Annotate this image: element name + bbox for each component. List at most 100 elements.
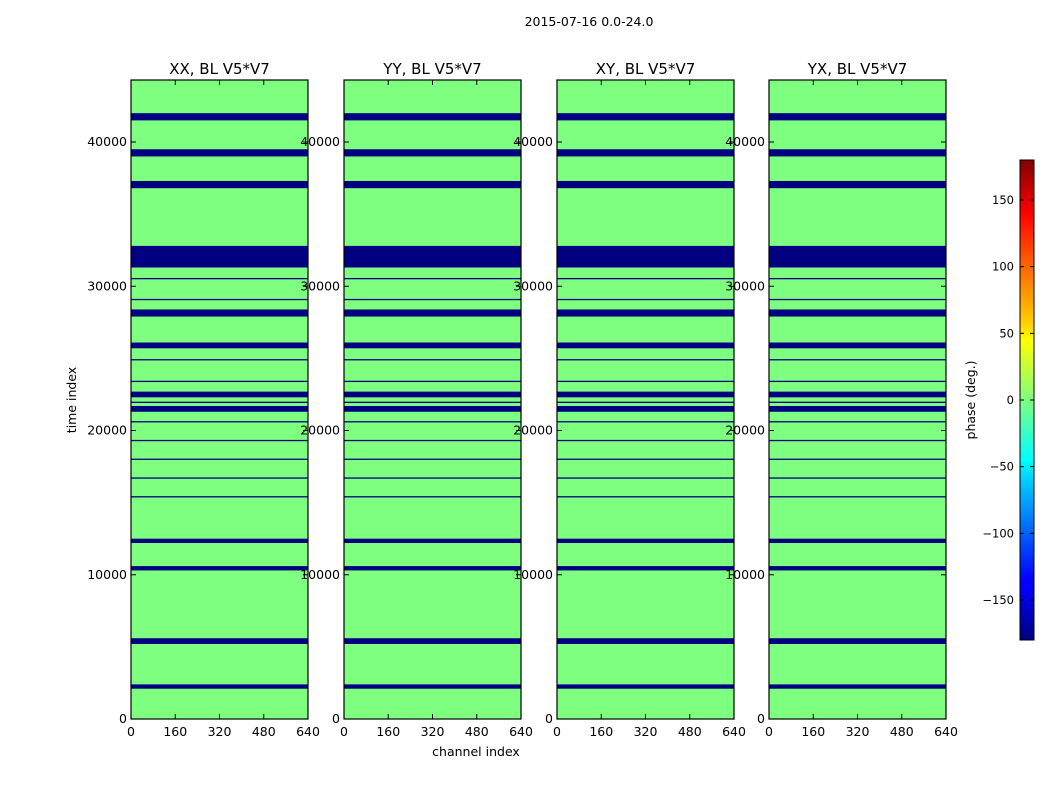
flag-stripe (557, 458, 734, 460)
x-tick-label: 320 (208, 724, 232, 739)
y-tick-label: 30000 (300, 278, 340, 293)
y-tick-label: 30000 (725, 278, 765, 293)
panel-3: XY, BL V5*V7 0 160 320 480 640 0 10000 20000 3000… (513, 60, 746, 739)
flagged-band (557, 113, 734, 121)
panel-title: YY, BL V5*V7 (382, 60, 481, 78)
x-tick-label: 640 (934, 724, 958, 739)
flagged-band (131, 405, 308, 412)
flag-stripe (131, 380, 308, 383)
zero-phase-band (557, 397, 734, 406)
flagged-band (131, 113, 308, 121)
flagged-band (344, 538, 521, 544)
flagged-band (769, 180, 946, 189)
x-tick-label: 480 (465, 724, 489, 739)
flagged-band (769, 391, 946, 398)
zero-phase-band (344, 397, 521, 406)
y-tick-label: 10000 (725, 567, 765, 582)
flagged-band (769, 405, 946, 412)
flagged-band (131, 391, 308, 398)
y-tick-label: 0 (119, 711, 127, 726)
x-tick-label: 640 (722, 724, 746, 739)
flagged-band (344, 309, 521, 317)
flagged-band (344, 638, 521, 644)
zero-phase-band (131, 348, 308, 392)
flagged-band (131, 684, 308, 689)
flagged-band (131, 245, 308, 268)
zero-phase-band (344, 348, 521, 392)
flagged-band (557, 566, 734, 571)
panel-title: XX, BL V5*V7 (169, 60, 270, 78)
x-tick-label: 320 (421, 724, 445, 739)
flagged-band (344, 566, 521, 571)
x-tick-label: 640 (296, 724, 320, 739)
flagged-band (344, 113, 521, 121)
x-tick-label: 0 (553, 724, 561, 739)
flag-stripe (131, 421, 308, 423)
flagged-band (557, 342, 734, 349)
colorbar-tick-label: −100 (982, 526, 1014, 540)
colorbar-tick-label: −50 (990, 460, 1014, 474)
flagged-band (557, 405, 734, 412)
colorbar-label: phase (deg.) (963, 361, 978, 440)
x-tick-label: 160 (801, 724, 825, 739)
flag-stripe (344, 458, 521, 460)
flagged-band (769, 638, 946, 644)
zero-phase-band (344, 267, 521, 310)
x-tick-label: 0 (127, 724, 135, 739)
x-tick-label: 640 (509, 724, 533, 739)
flag-stripe (131, 401, 308, 403)
panel-1: XX, BL V5*V7 0 160 320 480 640 0 10000 20000 3000… (87, 60, 320, 739)
panel-title: YX, BL V5*V7 (807, 60, 908, 78)
flag-stripe (769, 401, 946, 403)
flagged-band (769, 566, 946, 571)
flag-stripe (131, 359, 308, 361)
flag-stripe (344, 401, 521, 403)
flag-stripe (131, 298, 308, 301)
colorbar: phase (deg.) −150 −100 −50 0 50 100 150 (963, 159, 1035, 641)
flagged-band (344, 180, 521, 189)
y-tick-label: 20000 (725, 423, 765, 438)
flagged-band (769, 309, 946, 317)
flagged-band (769, 684, 946, 689)
flagged-band (344, 391, 521, 398)
flagged-band (131, 342, 308, 349)
flag-stripe (344, 298, 521, 301)
flag-stripe (344, 439, 521, 442)
flag-stripe (344, 477, 521, 479)
zero-phase-band (131, 267, 308, 310)
flag-stripe (769, 477, 946, 479)
colorbar-tick-label: 50 (999, 326, 1014, 340)
figure-title: 2015-07-16 0.0-24.0 (525, 14, 654, 29)
flagged-band (131, 538, 308, 544)
flag-stripe (769, 421, 946, 423)
colorbar-tick-label: 0 (1007, 393, 1014, 407)
flag-stripe (769, 380, 946, 383)
zero-phase-band (769, 397, 946, 406)
flag-stripe (344, 359, 521, 361)
flag-stripe (557, 359, 734, 361)
y-tick-label: 20000 (513, 423, 553, 438)
zero-phase-band (769, 348, 946, 392)
flag-stripe (557, 421, 734, 423)
flag-stripe (557, 496, 734, 498)
y-tick-label: 40000 (87, 134, 127, 149)
panel-2: YY, BL V5*V7 0 160 320 480 640 0 10000 20000 3000… (300, 60, 533, 739)
flag-stripe (769, 439, 946, 442)
flagged-band (769, 149, 946, 157)
flag-stripe (131, 277, 308, 280)
zero-phase-band (557, 267, 734, 310)
y-axis-label: time index (64, 367, 79, 433)
panel-title: XY, BL V5*V7 (596, 60, 696, 78)
y-tick-label: 40000 (300, 134, 340, 149)
y-tick-label: 20000 (87, 423, 127, 438)
panel-4: YX, BL V5*V7 0 160 320 480 640 0 10000 20000 3000… (725, 60, 958, 739)
flag-stripe (769, 458, 946, 460)
flag-stripe (344, 496, 521, 498)
y-tick-label: 10000 (87, 567, 127, 582)
flag-stripe (344, 380, 521, 383)
colorbar-tick-label: −150 (982, 593, 1014, 607)
y-tick-label: 30000 (513, 278, 553, 293)
flag-stripe (131, 439, 308, 442)
flag-stripe (769, 298, 946, 301)
x-tick-label: 480 (252, 724, 276, 739)
